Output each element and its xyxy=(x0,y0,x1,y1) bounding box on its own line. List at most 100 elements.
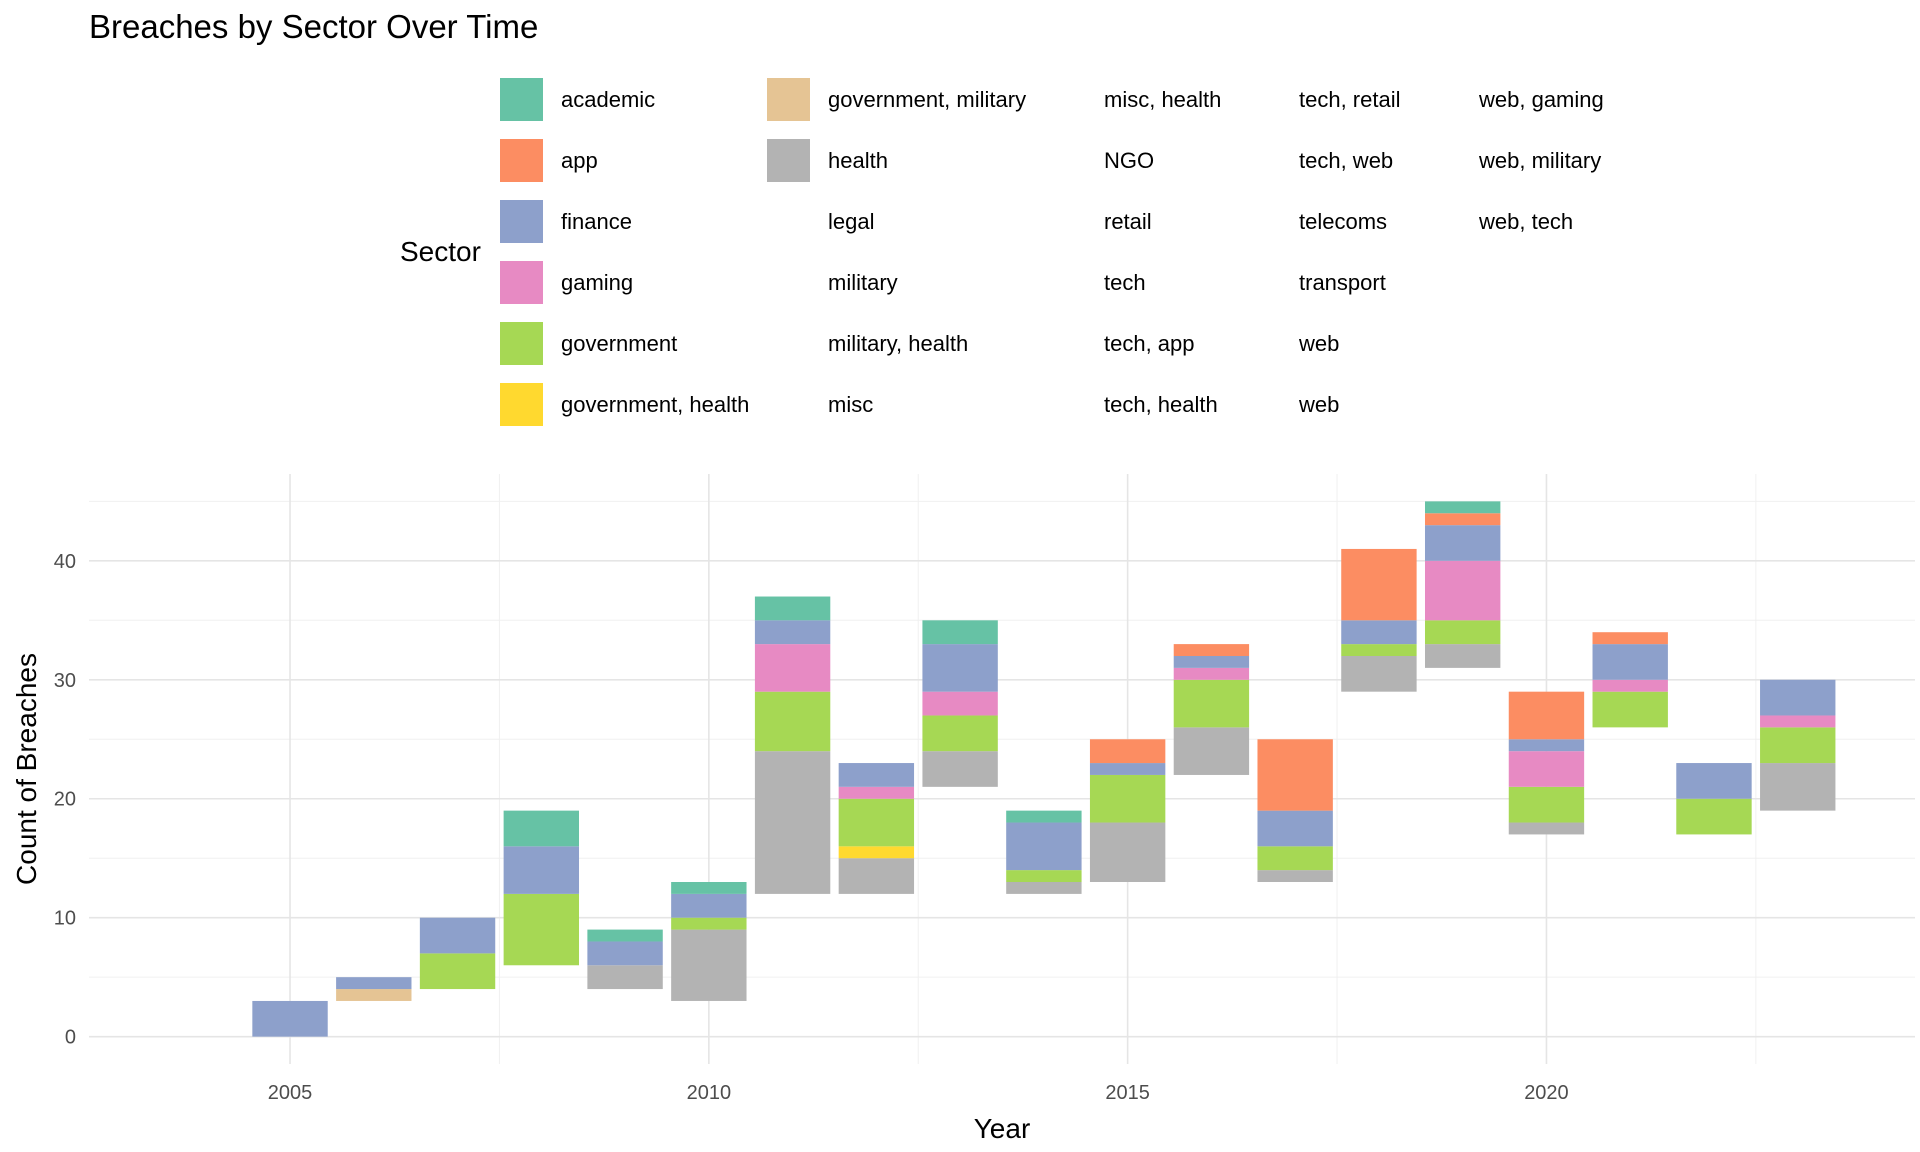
bar-segment xyxy=(1508,822,1585,835)
bar-segment xyxy=(1676,763,1752,799)
legend-label: misc, health xyxy=(1104,87,1222,112)
bar-segment xyxy=(1173,655,1250,668)
legend-label: web xyxy=(1299,331,1340,356)
bar-segment xyxy=(1424,513,1501,526)
bar-segment xyxy=(1089,739,1166,764)
y-tick-label: 30 xyxy=(54,670,76,692)
bar-segment xyxy=(838,798,915,847)
bar-segment xyxy=(1173,644,1250,656)
bar-segment xyxy=(1006,822,1082,871)
legend-label: academic xyxy=(561,87,656,112)
bar-segment xyxy=(252,1000,328,1037)
legend-key xyxy=(767,139,810,182)
bar-segment xyxy=(1173,679,1250,728)
bar-segment xyxy=(587,941,663,966)
legend-label: tech, web xyxy=(1299,148,1394,173)
x-tick-label: 2020 xyxy=(1524,1082,1569,1104)
bar-segment xyxy=(1257,870,1333,883)
bar-segment xyxy=(419,917,496,954)
bar-segment xyxy=(1089,763,1166,775)
bar-segment xyxy=(587,929,663,942)
legend-label: government xyxy=(561,331,678,356)
legend-label: finance xyxy=(561,209,632,234)
legend-label: NGO xyxy=(1104,148,1155,173)
bar-segment xyxy=(1006,810,1082,823)
bar-segment xyxy=(838,858,915,894)
bar-segment xyxy=(1424,501,1501,514)
legend-label: legal xyxy=(828,209,875,234)
legend-label: tech xyxy=(1104,270,1146,295)
bar-segment xyxy=(1173,727,1250,775)
bar-segment xyxy=(1173,667,1250,680)
legend-label: government, military xyxy=(828,87,1027,112)
legend-label: web, gaming xyxy=(1479,87,1604,112)
bar-segment xyxy=(1760,679,1836,716)
bar-segment xyxy=(922,691,998,716)
legend-label: military xyxy=(828,270,898,295)
legend-label: health xyxy=(828,148,888,173)
bar-segment xyxy=(754,644,831,692)
bar-segment xyxy=(1592,632,1668,645)
legend-label: government, health xyxy=(561,392,750,417)
bar-segment xyxy=(1006,882,1082,894)
legend-label: transport xyxy=(1299,270,1386,295)
legend-label: military, health xyxy=(828,331,969,356)
bar-segment xyxy=(1424,620,1501,645)
legend-label: web, military xyxy=(1479,148,1602,173)
legend-label: gaming xyxy=(561,270,634,295)
legend-label: telecoms xyxy=(1299,209,1388,234)
bar-segment xyxy=(1089,774,1166,823)
bar-segment xyxy=(1341,620,1417,645)
legend: Sector academic app finance gaming governmen… xyxy=(0,0,1920,440)
bar-segment xyxy=(1424,560,1501,621)
bar-segment xyxy=(1760,727,1836,764)
bar-segment xyxy=(671,917,747,930)
legend-key xyxy=(500,261,543,304)
legend-label: web xyxy=(1299,392,1340,417)
bar-segment xyxy=(1257,810,1333,847)
bar-segment xyxy=(671,893,747,918)
bar-segment xyxy=(1508,691,1585,740)
bar-segment xyxy=(754,691,831,752)
legend-label: tech, health xyxy=(1104,392,1218,417)
bar-segment xyxy=(503,810,580,847)
bar-segment xyxy=(754,596,831,621)
y-tick-label: 10 xyxy=(54,908,76,930)
bar-segment xyxy=(336,977,412,990)
legend-key xyxy=(500,383,543,426)
x-tick-label: 2005 xyxy=(268,1082,313,1104)
bar-segment xyxy=(1592,679,1668,692)
bar-segment xyxy=(1257,846,1333,871)
bar-segment xyxy=(1341,655,1417,692)
bar-segment xyxy=(671,882,747,894)
bar-segment xyxy=(503,846,580,894)
bar-segment xyxy=(336,989,412,1001)
legend-label: web, tech xyxy=(1479,209,1574,234)
bar-segment xyxy=(922,715,998,752)
bar-segment xyxy=(754,751,831,894)
bar-segment xyxy=(1592,644,1668,680)
legend-label: tech, retail xyxy=(1299,87,1401,112)
bar-segment xyxy=(1424,644,1501,668)
bar-segment xyxy=(1508,786,1585,823)
bar-segment xyxy=(1760,763,1836,811)
bar-segment xyxy=(1508,739,1585,752)
bar-segment xyxy=(1592,691,1668,728)
bar-segment xyxy=(1257,739,1333,811)
x-tick-label: 2015 xyxy=(1105,1082,1150,1104)
bar-segment xyxy=(503,893,580,966)
bar-segment xyxy=(1760,715,1836,728)
bar-segment xyxy=(922,751,998,787)
chart-title: Breaches by Sector Over Time xyxy=(89,8,539,45)
x-tick-label: 2010 xyxy=(687,1082,732,1104)
bar-segment xyxy=(1089,822,1166,883)
y-tick-label: 20 xyxy=(54,789,76,811)
legend-label: misc xyxy=(828,392,874,417)
bar-segment xyxy=(419,953,496,990)
legend-key xyxy=(767,78,810,121)
legend-key xyxy=(500,322,543,365)
bar-segment xyxy=(922,620,998,645)
legend-key xyxy=(500,78,543,121)
bar-segment xyxy=(1424,525,1501,561)
